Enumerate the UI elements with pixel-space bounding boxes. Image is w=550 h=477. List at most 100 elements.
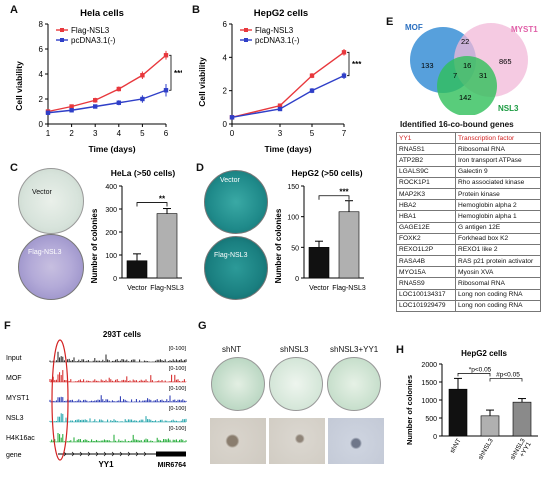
y-tick-label: 6: [223, 20, 228, 29]
plate-label-shnsl3: shNSL3: [280, 345, 309, 354]
track-label: MYST1: [6, 395, 29, 402]
gene-row: YY1 Transcription factor: [396, 131, 541, 145]
gene-name: REXO1L2P: [396, 243, 456, 257]
chart-b-xlabel: Time (days): [264, 144, 311, 154]
strand-arrow: [63, 451, 67, 457]
strand-arrow: [135, 451, 139, 457]
legend-label: pcDNA3.1(-): [255, 36, 300, 45]
venn-n142: 142: [459, 93, 472, 102]
legend-marker: [244, 38, 248, 42]
gene-table: YY1 Transcription factor RNA5S1 Ribosomal R…: [396, 131, 541, 313]
sig-label: ***: [352, 60, 362, 69]
bar: [126, 260, 148, 279]
gene-name: ATP2B2: [396, 154, 456, 167]
gene-name: LGALS9C: [396, 165, 456, 178]
gene-function: Long non coding RNA: [455, 288, 541, 301]
gene-function: REXO1 like 2: [455, 243, 541, 257]
y-tick-label: 1000: [421, 398, 437, 405]
plate-nsl3-hepg2: [204, 236, 268, 300]
data-point: [163, 53, 169, 58]
data-point: [277, 103, 283, 108]
y-tick-label: 100: [287, 215, 299, 222]
data-point: [163, 88, 169, 93]
y-tick-label: 4: [223, 53, 228, 62]
gene-function: Ribosomal RNA: [455, 143, 541, 156]
genome-tracks: 293T cells Input [0-100] MOF [0-100] MYST1 [0…: [6, 330, 187, 469]
gene-row: HBA2 Hemoglobin alpha 2: [396, 199, 541, 212]
gene-function: Transcription factor: [455, 131, 541, 145]
gene-function: Rho associated kinase: [455, 176, 541, 189]
gene-name: MAP2K3: [396, 187, 456, 201]
data-point: [69, 108, 74, 113]
bar: [156, 213, 178, 279]
gene-function: Myosin XVA: [455, 266, 541, 279]
gene-row: LOC101929479 Long non coding RNA: [396, 299, 541, 313]
plate-nsl3-hepg2-label: Flag-NSL3: [214, 252, 248, 259]
strand-arrow: [103, 451, 107, 457]
data-point: [45, 110, 51, 115]
category-label: Flag-NSL3: [332, 285, 366, 292]
gene-name: FOXK2: [396, 232, 456, 245]
micrograph-shnsl3-yy1: [328, 418, 384, 464]
venn-n31: 31: [479, 71, 487, 80]
plate-vector-hepg2: [204, 170, 268, 234]
data-point: [93, 98, 98, 103]
y-tick-label: 0: [113, 276, 117, 283]
tracks-title: 293T cells: [103, 330, 142, 339]
gene-row: MYO15A Myosin XVA: [396, 266, 541, 279]
sig-bracket: [318, 195, 350, 200]
sig-bracket: [347, 51, 350, 77]
y-tick-label: 6: [39, 45, 44, 54]
x-tick-label: 2: [69, 129, 74, 138]
bar: [308, 247, 330, 279]
x-tick-label: 7: [342, 129, 347, 138]
plate-label-shnt: shNT: [222, 345, 242, 354]
plate-vector-hela-label: Vector: [32, 189, 52, 196]
strand-arrow: [79, 451, 83, 457]
gene-row: ROCK1P1 Rho associated kinase: [396, 176, 541, 189]
plate-shnt: [211, 357, 265, 411]
gene-name: LOC101929479: [396, 299, 456, 313]
track-range: [0-100]: [169, 426, 187, 432]
chart-h-title: HepG2 cells: [461, 349, 507, 358]
yy1-highlight-oval: [51, 339, 69, 461]
venn-n16: 16: [463, 61, 471, 70]
venn-n865: 865: [499, 57, 512, 66]
legend-label: pcDNA3.1(-): [71, 36, 116, 45]
gene-exon: [156, 451, 186, 457]
strand-arrow: [143, 451, 147, 457]
legend-label: Flag-NSL3: [71, 26, 110, 35]
gene-function: Hemoglobin alpha 1: [455, 210, 541, 223]
chart-d-ylabel: Number of colonies: [274, 208, 283, 283]
x-tick-label: 1: [46, 129, 51, 138]
chart-a-xlabel: Time (days): [88, 144, 135, 154]
gene-name: RASA4B: [396, 255, 456, 268]
chart-c-ylabel: Number of colonies: [90, 208, 99, 283]
sig-bracket-2: [489, 378, 523, 382]
sig-label: ***: [339, 188, 349, 197]
category-label: shNSL3+YY1: [509, 437, 533, 464]
track-label: MOF: [6, 375, 22, 382]
track-range: [0-100]: [169, 406, 187, 412]
micrograph-shnsl3: [269, 418, 325, 464]
x-tick-label: 5: [310, 129, 315, 138]
category-label: shNSL3: [477, 437, 495, 461]
gene-function: RAS p21 protein activator: [455, 255, 541, 268]
legend-marker: [244, 28, 248, 32]
venn-n7: 7: [453, 71, 457, 80]
plate-shnsl3-yy1: [327, 357, 381, 411]
plate-nsl3-hela: [18, 234, 84, 300]
panel-letter-g: G: [198, 320, 207, 332]
gene-name: RNA5S1: [396, 143, 456, 156]
gene-function: Long non coding RNA: [455, 299, 541, 313]
sig-label-1: *p<0.05: [469, 366, 492, 373]
gene-row: FOXK2 Forkhead box K2: [396, 232, 541, 245]
y-tick-label: 8: [39, 20, 44, 29]
venn-n22: 22: [461, 37, 469, 46]
venn-n133: 133: [421, 61, 434, 70]
gene-name: HBA2: [396, 199, 456, 212]
strand-arrow: [95, 451, 99, 457]
series-line-0: [47, 54, 167, 113]
data-point: [69, 104, 74, 109]
strand-arrow: [119, 451, 123, 457]
